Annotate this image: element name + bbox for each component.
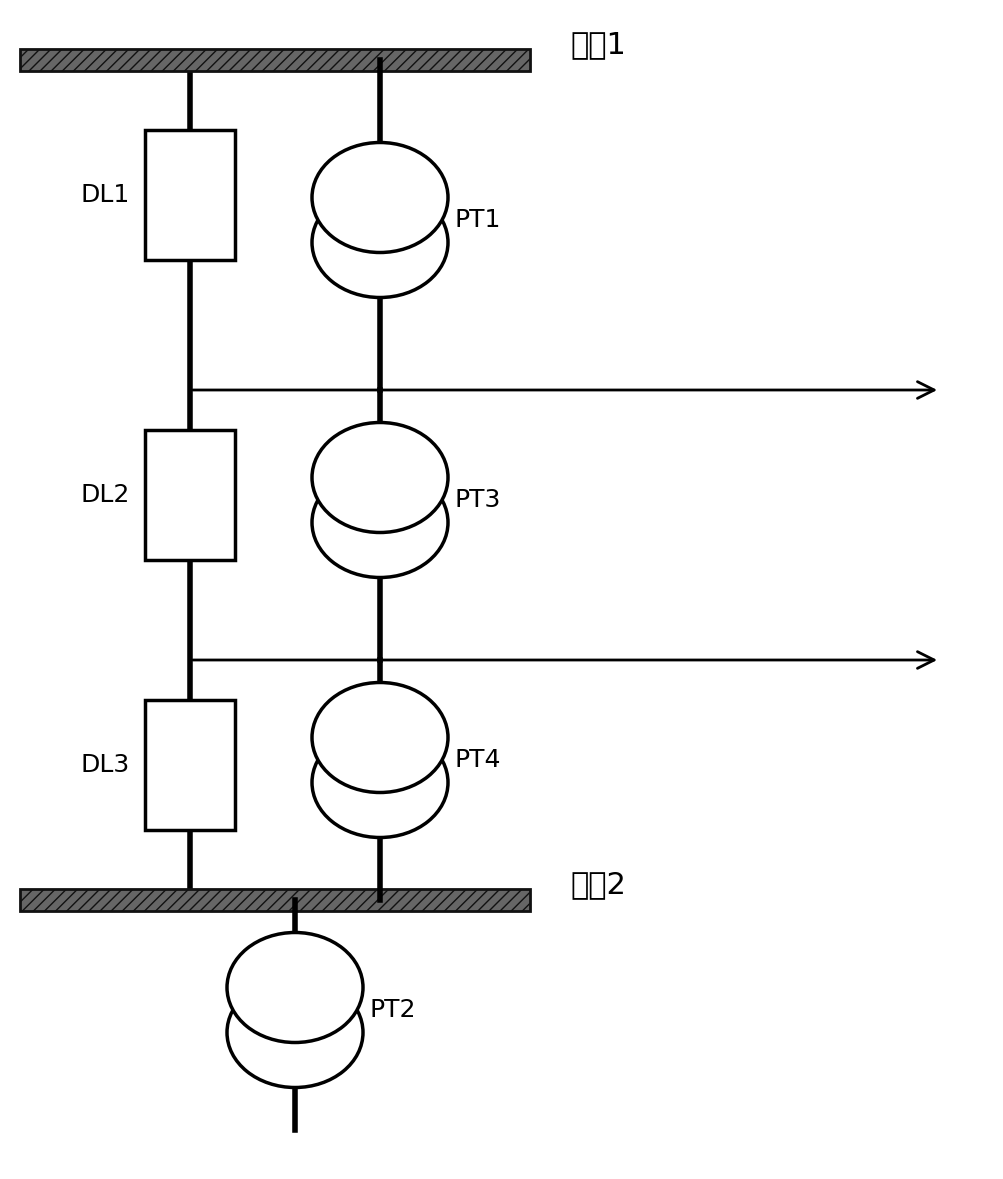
Text: DL2: DL2 [80, 483, 129, 507]
Bar [144, 700, 235, 830]
Text: DL1: DL1 [80, 183, 129, 208]
Bar [144, 130, 235, 261]
Bar [144, 430, 235, 560]
Ellipse shape [312, 143, 447, 252]
Text: DL3: DL3 [80, 753, 129, 777]
Bar [20, 50, 530, 71]
Bar [20, 889, 530, 911]
Ellipse shape [312, 727, 447, 837]
Text: PT3: PT3 [454, 488, 500, 512]
Ellipse shape [312, 683, 447, 792]
Text: PT4: PT4 [454, 747, 502, 772]
Ellipse shape [312, 422, 447, 533]
Text: PT1: PT1 [454, 208, 500, 232]
Ellipse shape [227, 933, 363, 1042]
Ellipse shape [312, 468, 447, 578]
Ellipse shape [227, 977, 363, 1087]
Ellipse shape [312, 187, 447, 297]
Text: 母煤2: 母煤2 [570, 870, 625, 900]
Text: 母煤1: 母煤1 [570, 31, 625, 59]
Text: PT2: PT2 [370, 997, 416, 1022]
